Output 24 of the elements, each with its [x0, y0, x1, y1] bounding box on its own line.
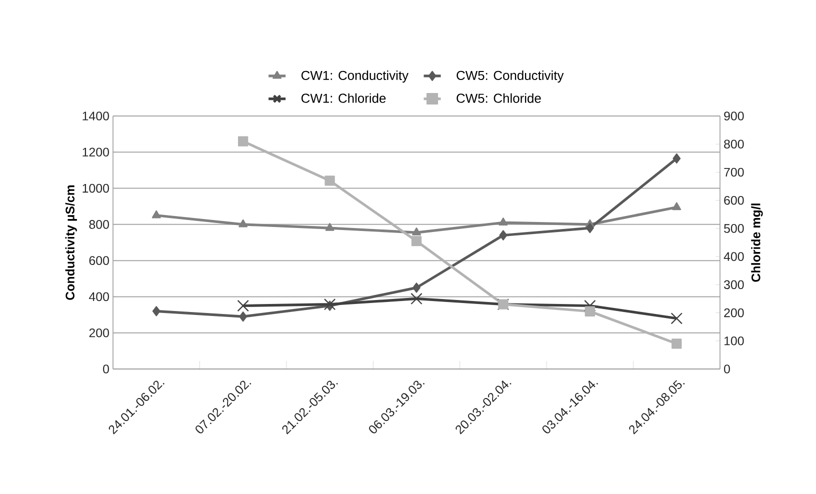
y2-tick-label: 600 [724, 196, 744, 205]
legend-label: CW1: Chloride [301, 93, 386, 103]
y-tick-label: 400 [88, 292, 109, 302]
y-tick-label: 600 [89, 256, 109, 265]
y-tick-label: 0 [103, 364, 109, 374]
legend-label: CW5: Conductivity [456, 70, 564, 83]
y2-tick-label: 400 [724, 252, 744, 261]
y2-tick-label: 100 [724, 336, 744, 346]
y-tick-label: 1200 [82, 148, 109, 157]
y2-tick-label: 900 [724, 112, 744, 120]
y2-tick-label: 300 [724, 280, 744, 290]
y2-tick-label: 700 [724, 168, 744, 177]
y-tick-label: 200 [89, 328, 109, 338]
y-axis-title: Conductivity µS/cm [65, 185, 77, 300]
y-tick-label: 1400 [82, 112, 109, 120]
legend-label: CW1: Conductivity [301, 70, 408, 83]
y2-axis-title: Chloride mg/l [751, 204, 763, 282]
y-tick-label: 1000 [82, 184, 109, 193]
y2-tick-label: 0 [724, 364, 730, 374]
y2-tick-label: 500 [724, 224, 744, 233]
y2-tick-label: 200 [724, 308, 744, 318]
y2-tick-label: 800 [724, 140, 744, 149]
y-tick-label: 800 [89, 220, 109, 229]
legend-label: CW5: Chloride [456, 93, 541, 103]
